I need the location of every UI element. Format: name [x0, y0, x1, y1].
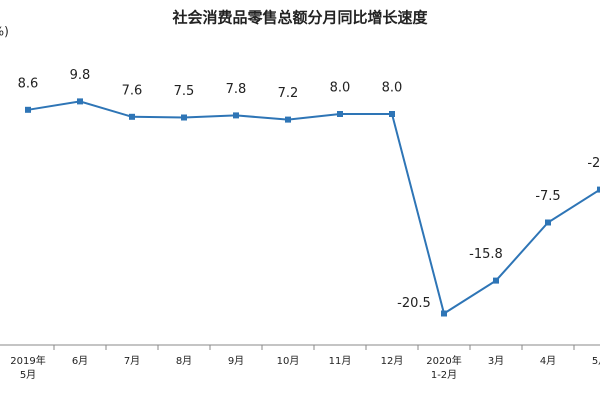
x-tick-label: 8月	[176, 355, 192, 367]
data-point	[77, 98, 83, 105]
x-tick-label: 10月	[277, 355, 300, 367]
data-label: 7.8	[226, 82, 247, 97]
data-point	[129, 113, 135, 120]
x-tick-label: 4月	[540, 355, 556, 367]
data-point	[389, 111, 395, 117]
data-label: 7.5	[174, 84, 195, 99]
data-label: 7.6	[122, 83, 143, 98]
data-label: -15.8	[469, 247, 503, 262]
data-point	[285, 116, 291, 123]
data-label: 7.2	[278, 86, 299, 101]
x-tick-label: 7月	[124, 355, 140, 367]
data-point	[25, 106, 31, 113]
data-point	[337, 111, 343, 117]
x-tick-label: 2020年 1-2月	[426, 354, 461, 381]
x-tick-label: 9月	[228, 355, 244, 367]
data-label: 9.8	[70, 68, 91, 83]
data-label: -7.5	[535, 189, 560, 204]
x-tick-label: 3月	[488, 355, 504, 367]
x-tick-label: 5月	[592, 355, 600, 367]
chart-title: 社会消费品零售总额分月同比增长速度	[171, 9, 428, 27]
x-tick-label: 11月	[329, 355, 352, 367]
x-tick-label: 6月	[72, 355, 88, 367]
y-axis-label: (%)	[0, 25, 9, 39]
x-tick-label: 12月	[381, 355, 404, 367]
data-label: -20.5	[397, 296, 431, 311]
data-label: 8.6	[18, 76, 39, 91]
data-label: -2.8	[587, 156, 600, 171]
data-point	[441, 310, 447, 317]
x-tick-label: 2019年 5月	[10, 354, 45, 381]
data-point	[493, 277, 499, 284]
data-label: 8.0	[330, 81, 351, 96]
data-point	[597, 186, 600, 193]
data-point	[545, 219, 551, 226]
data-line	[27, 100, 600, 316]
data-point	[181, 114, 187, 121]
data-label: 8.0	[382, 81, 403, 96]
data-point	[233, 112, 239, 119]
